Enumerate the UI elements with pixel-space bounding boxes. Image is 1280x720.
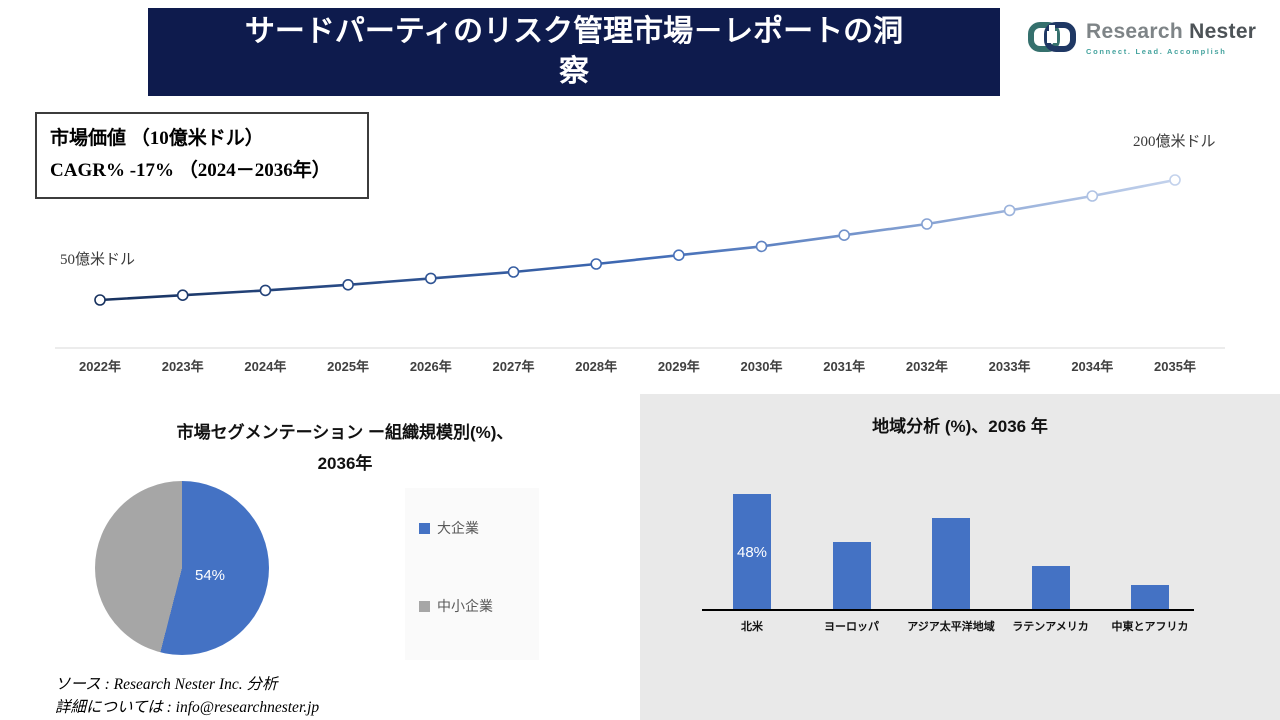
x-axis-tick-label: 2028年: [575, 359, 618, 374]
x-axis-tick-label: 2030年: [740, 359, 783, 374]
legend-swatch-icon: [419, 600, 430, 612]
cagr-label: CAGR% -17% （2024－2036年）: [50, 160, 331, 182]
legend-label: 大企業: [437, 520, 479, 536]
research-nester-logo: Research Nester Connect. Lead. Accomplis…: [1028, 20, 1268, 56]
line-data-point: [590, 258, 603, 270]
start-value-annotation: 50億米ドル: [60, 252, 136, 268]
line-data-point: [921, 218, 933, 230]
line-data-point: [507, 266, 520, 278]
logo-word-research: Research: [1086, 20, 1183, 43]
pie-title-line2: 2036年: [317, 453, 373, 473]
region-bar-chart: 北米 ヨーロッパ アジア太平洋地域 ラテンアメリカ 中東とアフリカ 48%: [640, 394, 1280, 720]
line-data-point: [755, 240, 768, 253]
market-value-label: 市場価値 （10億米ドル）: [50, 128, 264, 149]
legend-item: 大企業: [419, 518, 525, 538]
x-axis-tick-label: 2033年: [988, 359, 1031, 374]
contact-line: 詳細については : info@researchnester.jp: [55, 699, 320, 716]
bar-axis-line: [702, 609, 1194, 611]
bar-category-label: 北米: [741, 621, 763, 633]
logo-tagline: Connect. Lead. Accomplish: [1086, 47, 1227, 56]
market-value-box: 市場価値 （10億米ドル） CAGR% -17% （2024－2036年）: [35, 112, 369, 199]
region-bar: [832, 542, 871, 609]
bar-category-label: ヨーロッパ: [824, 621, 879, 633]
line-data-point: [424, 272, 437, 285]
page-title: サードパーティのリスク管理市場－レポートの洞察: [244, 14, 904, 89]
pie-chart-title: 市場セグメンテーション ー組織規模別(%)、 2036年: [140, 418, 550, 479]
x-axis-tick-label: 2032年: [905, 359, 948, 374]
source-line: ソース : Research Nester Inc. 分析: [55, 676, 278, 693]
segmentation-pie-chart: 54%: [95, 481, 269, 655]
pie-title-line1: 市場セグメンテーション ー組織規模別(%)、: [176, 423, 514, 442]
logo-word-nester: Nester: [1189, 20, 1257, 43]
bar-category-label: 中東とアフリカ: [1111, 621, 1189, 633]
line-data-point: [259, 284, 272, 297]
line-data-point: [838, 229, 851, 241]
logo-text: Research Nester Connect. Lead. Accomplis…: [1086, 20, 1256, 56]
line-data-point: [94, 294, 106, 306]
line-data-point: [1003, 204, 1016, 217]
pie-legend: 大企業 中小企業: [405, 488, 539, 660]
bar-category-label: ラテンアメリカ: [1012, 621, 1089, 633]
end-value-annotation: 200億米ドル: [1133, 134, 1216, 150]
pie-data-label: 54%: [195, 567, 226, 584]
x-axis-tick-label: 2025年: [327, 359, 370, 374]
legend-label: 中小企業: [437, 598, 493, 614]
region-bar: [1131, 585, 1169, 609]
logo-brand-name: Research Nester: [1086, 20, 1256, 44]
region-bar: [1031, 566, 1070, 609]
legend-swatch-icon: [419, 522, 430, 534]
line-data-point: [342, 279, 354, 291]
line-data-point: [672, 249, 685, 261]
market-value-line-chart: [55, 174, 1225, 349]
line-data-point: [176, 289, 189, 301]
x-axis-tick-label: 2027年: [492, 359, 535, 374]
line-data-point: [1086, 190, 1099, 202]
header-banner: サードパーティのリスク管理市場－レポートの洞察: [148, 8, 1000, 96]
region-analysis-panel: 地域分析 (%)、2036 年 北米 ヨーロッパ アジア太平洋地域 ラテンアメリカ 中東…: [640, 394, 1280, 720]
chain-link-icon: [1028, 22, 1076, 52]
x-axis-tick-label: 2031年: [823, 359, 866, 374]
bar-category-label: アジア太平洋地域: [907, 621, 995, 633]
region-bar: [733, 494, 771, 609]
x-axis-tick-label: 2035年: [1154, 359, 1196, 374]
trend-line: [99, 178, 1176, 302]
x-axis-tick-label: 2023年: [161, 359, 204, 374]
bar-data-label: 48%: [736, 544, 768, 561]
x-axis-labels: 2022年 2023年 2024年 2025年 2026年 2027年 2028年 2029年…: [0, 356, 1280, 380]
bar-chart-title: 地域分析 (%)、2036 年: [872, 417, 1048, 436]
x-axis-tick-label: 2024年: [244, 359, 287, 374]
x-axis-tick-label: 2029年: [657, 359, 700, 374]
x-axis-tick-label: 2034年: [1071, 359, 1114, 374]
x-axis-tick-label: 2022年: [79, 359, 121, 374]
x-axis-tick-label: 2026年: [409, 359, 452, 374]
region-bar: [932, 518, 970, 609]
legend-item: 中小企業: [419, 596, 525, 616]
line-data-point: [1169, 174, 1181, 186]
